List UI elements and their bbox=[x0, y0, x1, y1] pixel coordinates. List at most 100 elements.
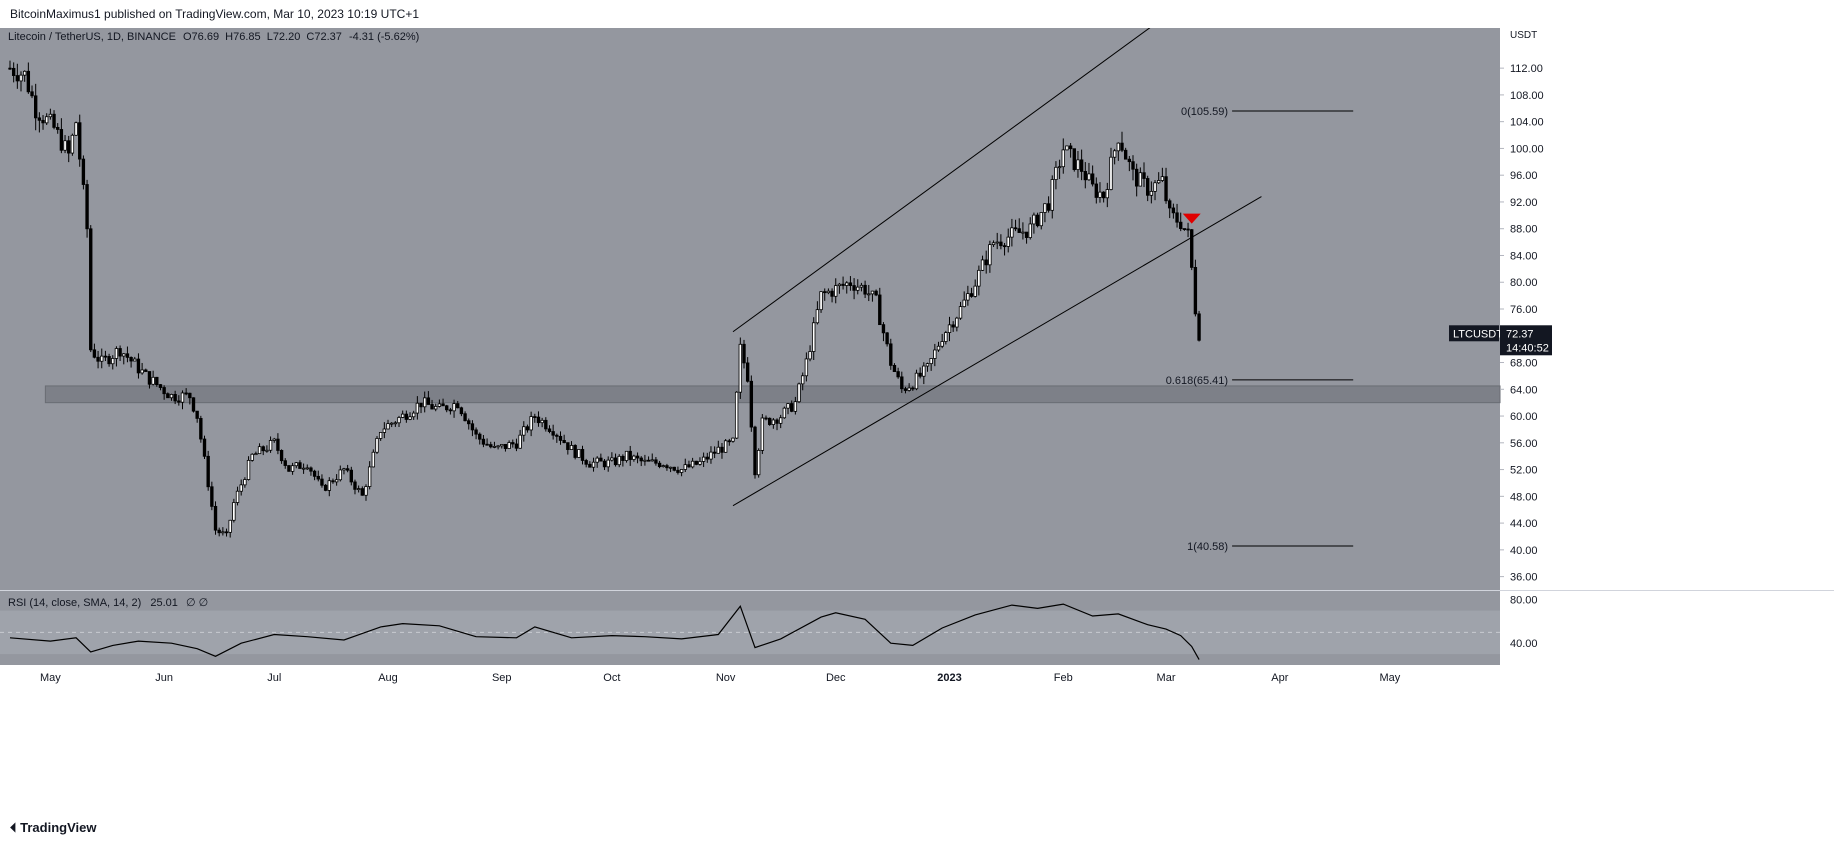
rsi-tick-label: 40.00 bbox=[1510, 638, 1538, 650]
candle-body bbox=[753, 426, 757, 476]
channel-lower-line[interactable] bbox=[732, 196, 1262, 507]
candle bbox=[1157, 172, 1161, 185]
candle-body bbox=[147, 371, 152, 385]
candle-body bbox=[650, 459, 654, 462]
legend-line: Litecoin / TetherUS, 1D, BINANCE O76.69 … bbox=[8, 31, 419, 43]
candle bbox=[8, 60, 12, 70]
time-tick-label: May bbox=[1380, 672, 1401, 684]
candle bbox=[279, 449, 284, 464]
candle bbox=[1076, 151, 1080, 178]
candle bbox=[129, 356, 133, 368]
candle bbox=[1017, 218, 1021, 233]
candle-body bbox=[672, 466, 676, 471]
candle bbox=[1109, 147, 1113, 191]
candle-body bbox=[272, 438, 276, 441]
candle bbox=[290, 462, 295, 475]
candle bbox=[1024, 231, 1029, 244]
candle bbox=[41, 115, 45, 130]
candle bbox=[15, 63, 20, 89]
time-axis-background[interactable] bbox=[0, 665, 1834, 688]
price-tick-label: 36.00 bbox=[1510, 572, 1538, 584]
candle bbox=[929, 357, 933, 371]
candle-body bbox=[1157, 180, 1161, 184]
candle bbox=[103, 350, 108, 362]
candle bbox=[1168, 198, 1172, 219]
candle bbox=[166, 392, 170, 399]
price-tick-label: 52.00 bbox=[1510, 465, 1538, 477]
candle-body bbox=[1094, 183, 1098, 198]
candle-body bbox=[1024, 231, 1029, 238]
candle-body bbox=[1112, 150, 1117, 158]
breakdown-arrow bbox=[1182, 213, 1201, 224]
chart-canvas[interactable]: 0(105.59) 0.618(65.41) 1(40.58) 112.00 108.… bbox=[0, 28, 1834, 810]
price-tick-label: 76.00 bbox=[1510, 304, 1538, 316]
candle bbox=[852, 278, 856, 300]
candle-body bbox=[283, 460, 287, 466]
candle-body bbox=[936, 345, 941, 351]
candle bbox=[1197, 310, 1201, 342]
time-axis-ticks: May Jun Jul Aug Sep Oct Nov Dec 2023 Feb Mar Apr May bbox=[40, 672, 1401, 684]
candle-body bbox=[929, 358, 933, 365]
candle bbox=[1116, 142, 1121, 161]
candle bbox=[59, 118, 64, 154]
candle-body bbox=[331, 480, 335, 483]
candle-body bbox=[764, 417, 768, 420]
candle-body bbox=[955, 317, 959, 328]
candle-body bbox=[210, 486, 214, 507]
candle bbox=[452, 399, 456, 418]
candle bbox=[1043, 203, 1047, 223]
candle bbox=[573, 444, 577, 460]
candle-body bbox=[279, 450, 284, 462]
candle-body bbox=[991, 242, 996, 246]
candle-body bbox=[540, 419, 544, 424]
candle bbox=[30, 85, 34, 99]
candle-body bbox=[276, 438, 280, 451]
candle-body bbox=[779, 417, 783, 424]
rsi-value: 25.01 bbox=[150, 597, 178, 609]
candle bbox=[213, 501, 218, 535]
candle-body bbox=[349, 469, 353, 483]
price-axis-ticks: 112.00 108.00 104.00 100.00 96.00 92.00 88.00 8… bbox=[1500, 63, 1544, 584]
candle-body bbox=[371, 451, 376, 468]
candle-body bbox=[698, 461, 702, 465]
candle-body bbox=[1149, 190, 1154, 196]
candle bbox=[599, 453, 603, 462]
candle-body bbox=[445, 405, 449, 411]
tradingview-logo[interactable]: ⏴ TradingView bbox=[10, 820, 96, 836]
candle-body bbox=[41, 119, 45, 124]
candle-body bbox=[522, 426, 526, 436]
candle bbox=[485, 438, 489, 446]
candle-body bbox=[1057, 166, 1062, 169]
candle-body bbox=[801, 375, 805, 385]
candle-body bbox=[723, 440, 728, 453]
candle-body bbox=[1175, 212, 1179, 223]
candle-body bbox=[859, 284, 864, 288]
fib-level-label: 0(105.59) bbox=[1181, 106, 1228, 118]
candle-body bbox=[1116, 142, 1121, 152]
candle bbox=[922, 362, 926, 385]
candle bbox=[173, 390, 177, 405]
candle bbox=[52, 110, 56, 130]
candle-body bbox=[367, 466, 372, 487]
candle bbox=[558, 431, 563, 445]
candle-body bbox=[452, 403, 456, 412]
candle bbox=[1032, 212, 1036, 234]
candle bbox=[1054, 161, 1058, 190]
time-tick-label: Aug bbox=[378, 672, 398, 684]
candle-body bbox=[195, 410, 199, 419]
price-axis-background[interactable] bbox=[1500, 28, 1834, 688]
channel-upper-line[interactable] bbox=[732, 28, 1159, 333]
candle bbox=[687, 460, 691, 468]
candle-body bbox=[232, 502, 236, 521]
candle bbox=[221, 527, 225, 536]
candle-body bbox=[298, 462, 302, 469]
candle bbox=[199, 415, 203, 443]
candle-body bbox=[268, 440, 273, 451]
candle bbox=[1094, 177, 1098, 204]
candle bbox=[397, 415, 401, 427]
candle bbox=[202, 435, 207, 460]
candle bbox=[973, 279, 977, 298]
candle-body bbox=[1010, 227, 1014, 238]
time-tick-label: Dec bbox=[826, 672, 846, 684]
candle-body bbox=[309, 467, 313, 472]
